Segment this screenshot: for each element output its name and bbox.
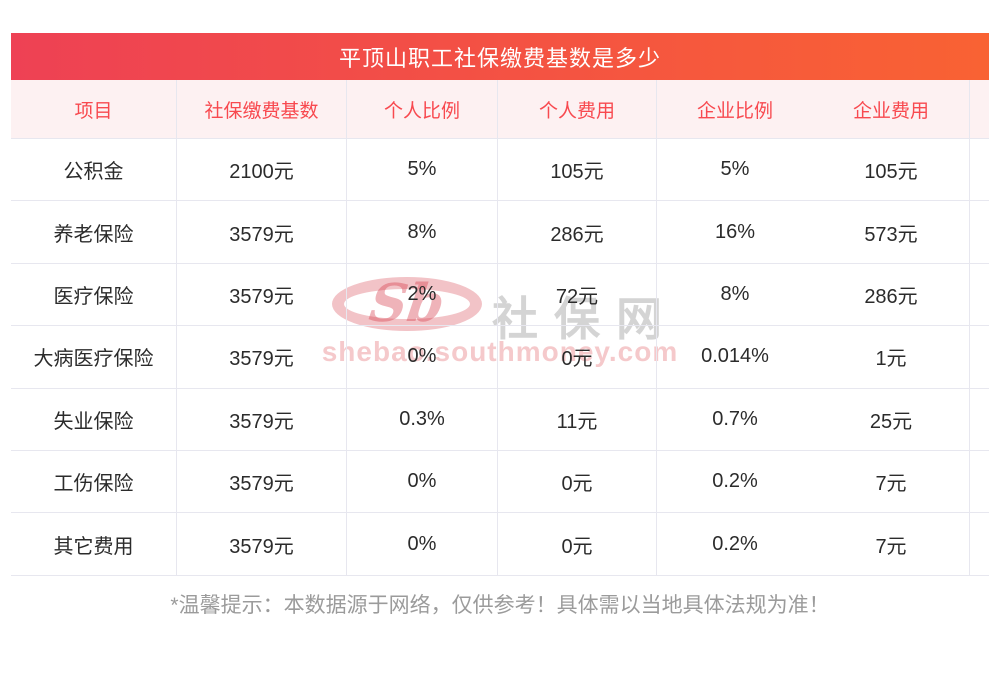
- column-header: 社保缴费基数: [177, 80, 347, 138]
- table-cell: 0%: [347, 326, 498, 388]
- row-filler: [969, 513, 989, 575]
- header-row: 项目 社保缴费基数 个人比例 个人费用 企业比例 企业费用: [11, 80, 989, 138]
- table-title-banner: 平顶山职工社保缴费基数是多少: [11, 33, 989, 80]
- table-cell: 其它费用: [11, 513, 177, 575]
- contribution-table: 项目 社保缴费基数 个人比例 个人费用 企业比例 企业费用 公积金 2100元 5% 105元 5…: [11, 80, 989, 576]
- table-cell: 72元: [498, 263, 657, 326]
- table-cell: 3579元: [177, 513, 347, 575]
- table-cell: 8%: [720, 282, 750, 305]
- column-header: 企业费用: [852, 100, 929, 122]
- column-header: 企业比例: [696, 100, 773, 122]
- table-cell: 2%: [347, 263, 498, 326]
- row-filler: [969, 388, 989, 450]
- table-body: 公积金 2100元 5% 105元 5% 105元 养老保险 3579元 8% 286元 16% 57…: [11, 138, 989, 576]
- header-filler: [969, 80, 989, 138]
- table-cell: 25元: [869, 410, 913, 433]
- table-cell: 0.2%: [712, 470, 758, 493]
- table-row: 医疗保险 3579元 2% 72元 8% 286元: [11, 262, 989, 326]
- table-cell: 0元: [498, 326, 657, 388]
- table-row: 工伤保险 3579元 0% 0元 0.2% 7元: [11, 449, 989, 513]
- column-header: 项目: [11, 80, 177, 138]
- table-row: 养老保险 3579元 8% 286元 16% 573元: [11, 200, 989, 263]
- table-cell: 2100元: [177, 139, 347, 201]
- table-cell: 0.7%: [712, 407, 758, 430]
- table-cell: 3579元: [177, 388, 347, 450]
- page-title: 平顶山职工社保缴费基数是多少: [338, 45, 661, 71]
- table-cell: 5%: [347, 139, 498, 201]
- column-header: 个人比例: [347, 80, 498, 138]
- row-filler: [969, 326, 989, 388]
- table-cell: 0.2%: [712, 532, 758, 555]
- table-cell: 0.014%: [701, 345, 769, 368]
- row-filler: [969, 139, 989, 201]
- table-cell: 公积金: [11, 139, 177, 201]
- table-row: 失业保险 3579元 0.3% 11元 0.7% 25元: [11, 387, 989, 450]
- disclaimer-note: *温馨提示：本数据源于网络，仅供参考！具体需以当地具体法规为准！: [170, 594, 830, 617]
- table-cell: 0%: [347, 513, 498, 575]
- table-cell: 573元: [864, 223, 918, 246]
- table-cell: 286元: [498, 201, 657, 263]
- table-cell: 大病医疗保险: [11, 326, 177, 388]
- site-name-watermark: 社保网: [492, 293, 678, 345]
- column-header: 个人费用: [498, 80, 657, 138]
- table-cell: 0%: [347, 450, 498, 513]
- table-cell: 医疗保险: [11, 263, 177, 326]
- row-filler: [969, 263, 989, 326]
- table-cell: 105元: [498, 139, 657, 201]
- table-cell: 105元: [864, 161, 918, 184]
- table-cell: 养老保险: [11, 201, 177, 263]
- row-filler: [969, 201, 989, 263]
- table-cell: 7元: [875, 535, 907, 558]
- table-cell: 0元: [498, 513, 657, 575]
- row-filler: [969, 450, 989, 513]
- table-row: 公积金 2100元 5% 105元 5% 105元: [11, 138, 989, 201]
- table-cell: 7元: [875, 473, 907, 496]
- table-cell: 286元: [864, 285, 918, 308]
- table-cell: 3579元: [177, 201, 347, 263]
- table-cell: 0元: [498, 450, 657, 513]
- table-cell: 5%: [720, 158, 750, 181]
- table-cell: 1元: [875, 348, 907, 371]
- table-cell: 工伤保险: [11, 450, 177, 513]
- table-cell: 16%: [714, 220, 756, 243]
- table-cell: 3579元: [177, 326, 347, 388]
- table-cell: 3579元: [177, 263, 347, 326]
- table-cell: 3579元: [177, 450, 347, 513]
- table-row: 其它费用 3579元 0% 0元 0.2% 7元: [11, 512, 989, 575]
- table-cell: 失业保险: [11, 388, 177, 450]
- table-cell: 11元: [498, 388, 657, 450]
- table-cell: 0.3%: [347, 388, 498, 450]
- table-row: 大病医疗保险 3579元 0% 0元 0.014% 1元: [11, 325, 989, 388]
- site-url-watermark: shebao.southmoney.com: [321, 336, 679, 367]
- table-cell: 8%: [347, 201, 498, 263]
